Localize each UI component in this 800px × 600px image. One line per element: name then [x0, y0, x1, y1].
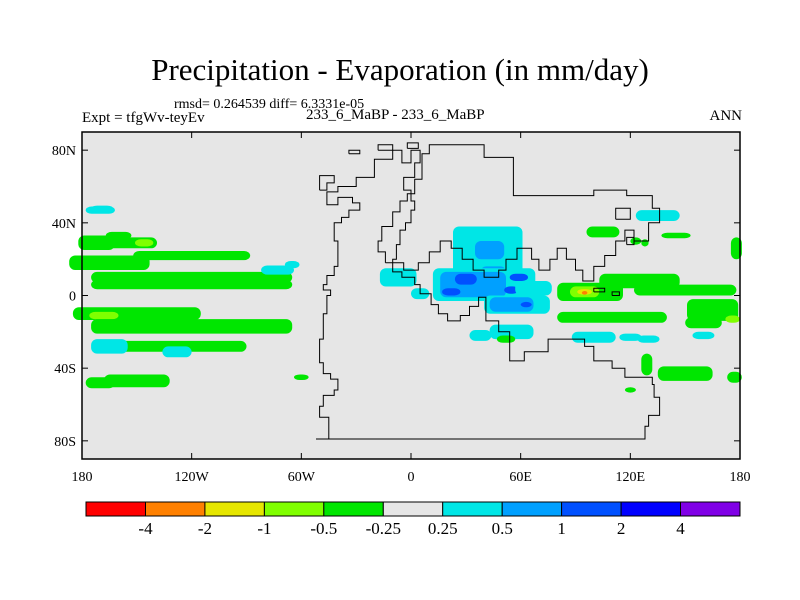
experiment-label: Expt = tfgWv-teyEv — [82, 110, 205, 126]
island-outline — [626, 236, 635, 246]
colorbar-label: -1 — [257, 519, 271, 538]
x-tick-label: 60W — [288, 470, 316, 485]
anomaly-region — [91, 280, 293, 290]
island-outline — [406, 142, 419, 149]
anomaly-region — [515, 281, 552, 296]
x-tick-label: 0 — [408, 470, 415, 485]
anomaly-region — [454, 273, 477, 285]
colorbar-swatch — [620, 501, 682, 517]
anomaly-region — [294, 374, 309, 380]
anomaly-region — [619, 333, 642, 341]
colorbar-label: -4 — [138, 519, 153, 538]
anomaly-region — [730, 237, 742, 260]
anomaly-region — [103, 374, 170, 388]
island-outline — [593, 287, 606, 293]
x-tick-label: 120W — [175, 470, 210, 485]
colorbar-swatch — [204, 501, 265, 517]
anomaly-region — [692, 331, 715, 340]
x-tick-label: 180 — [72, 470, 93, 485]
anomaly-region — [469, 330, 492, 341]
anomaly-region — [100, 340, 247, 352]
anomaly-region — [641, 353, 653, 376]
anomaly-region — [504, 286, 519, 294]
island-outline — [615, 207, 631, 220]
anomaly-region — [725, 315, 740, 323]
anomaly-region — [727, 371, 742, 383]
anomaly-region — [509, 273, 528, 281]
colorbar-swatch — [501, 501, 563, 517]
anomaly-region — [133, 251, 251, 261]
anomaly-region — [685, 317, 722, 329]
y-tick-label: 0 — [69, 290, 76, 305]
anomaly-region — [489, 297, 534, 312]
anomaly-region — [571, 331, 616, 343]
colorbar-swatch — [323, 501, 384, 517]
colorbar-swatch — [263, 501, 325, 517]
anomaly-region — [89, 311, 119, 320]
anomaly-region — [261, 265, 294, 275]
anomaly-region — [634, 284, 737, 296]
anomaly-region — [661, 232, 691, 239]
anomaly-region — [657, 366, 713, 381]
anomaly-region — [284, 261, 300, 269]
colorbar-label: 4 — [676, 519, 685, 538]
colorbar-label: 0.5 — [492, 519, 513, 538]
anomaly-region — [687, 299, 739, 321]
anomaly-region — [586, 226, 620, 238]
anomaly-region — [520, 301, 532, 308]
colorbar-swatch — [561, 501, 622, 517]
colorbar-swatch — [382, 501, 444, 517]
chart-title: Precipitation - Evaporation (in mm/day) — [151, 52, 649, 87]
anomaly-region — [581, 291, 588, 295]
anomaly-region — [91, 271, 293, 283]
colorbar-swatch — [145, 501, 206, 517]
anomaly-region — [599, 273, 680, 289]
anomaly-region — [635, 210, 680, 221]
anomaly-region — [91, 319, 293, 334]
anomaly-region — [641, 239, 649, 247]
anomaly-region — [637, 335, 660, 343]
colorbar-label: -0.25 — [366, 519, 401, 538]
anomaly-region — [91, 339, 128, 354]
colorbar-label: 1 — [557, 519, 566, 538]
anomaly-region — [91, 205, 113, 212]
anomaly-region — [442, 288, 461, 296]
colorbar-swatch — [85, 501, 146, 517]
y-tick-label: 40N — [52, 217, 76, 232]
island-outline — [611, 291, 620, 296]
island-outline — [319, 175, 335, 191]
anomaly-region — [475, 241, 505, 260]
colorbar-swatch — [442, 501, 503, 517]
anomaly-region — [162, 346, 192, 358]
island-outline — [348, 149, 361, 155]
anomaly-region — [624, 387, 636, 393]
y-tick-label: 80N — [52, 144, 76, 159]
continent-outline-south — [316, 149, 661, 440]
x-tick-label: 180 — [730, 470, 751, 485]
colorbar-label: 0.25 — [428, 519, 458, 538]
continent-outline-north — [377, 144, 661, 282]
anomaly-region — [489, 324, 534, 340]
colorbar-swatch — [680, 501, 741, 517]
anomaly-region — [379, 268, 417, 287]
season-label: ANN — [709, 108, 743, 124]
x-tick-label: 60E — [509, 470, 532, 485]
rmsd-diff-stats: rmsd= 0.264539 diff= 6.3331e-05 — [174, 97, 365, 112]
y-tick-label: 80S — [54, 435, 76, 450]
anomaly-region — [69, 255, 150, 270]
y-tick-label: 40S — [54, 362, 76, 377]
x-tick-label: 120E — [616, 470, 646, 485]
colorbar-label: 2 — [617, 519, 626, 538]
anomaly-region — [557, 311, 667, 323]
colorbar-label: -0.5 — [310, 519, 337, 538]
colorbar-label: -2 — [198, 519, 212, 538]
island-outline — [377, 144, 394, 151]
case-comparison-label: 233_6_MaBP - 233_6_MaBP — [306, 107, 485, 123]
map-background — [82, 132, 740, 459]
anomaly-region — [496, 335, 516, 343]
anomaly-region — [135, 239, 154, 247]
